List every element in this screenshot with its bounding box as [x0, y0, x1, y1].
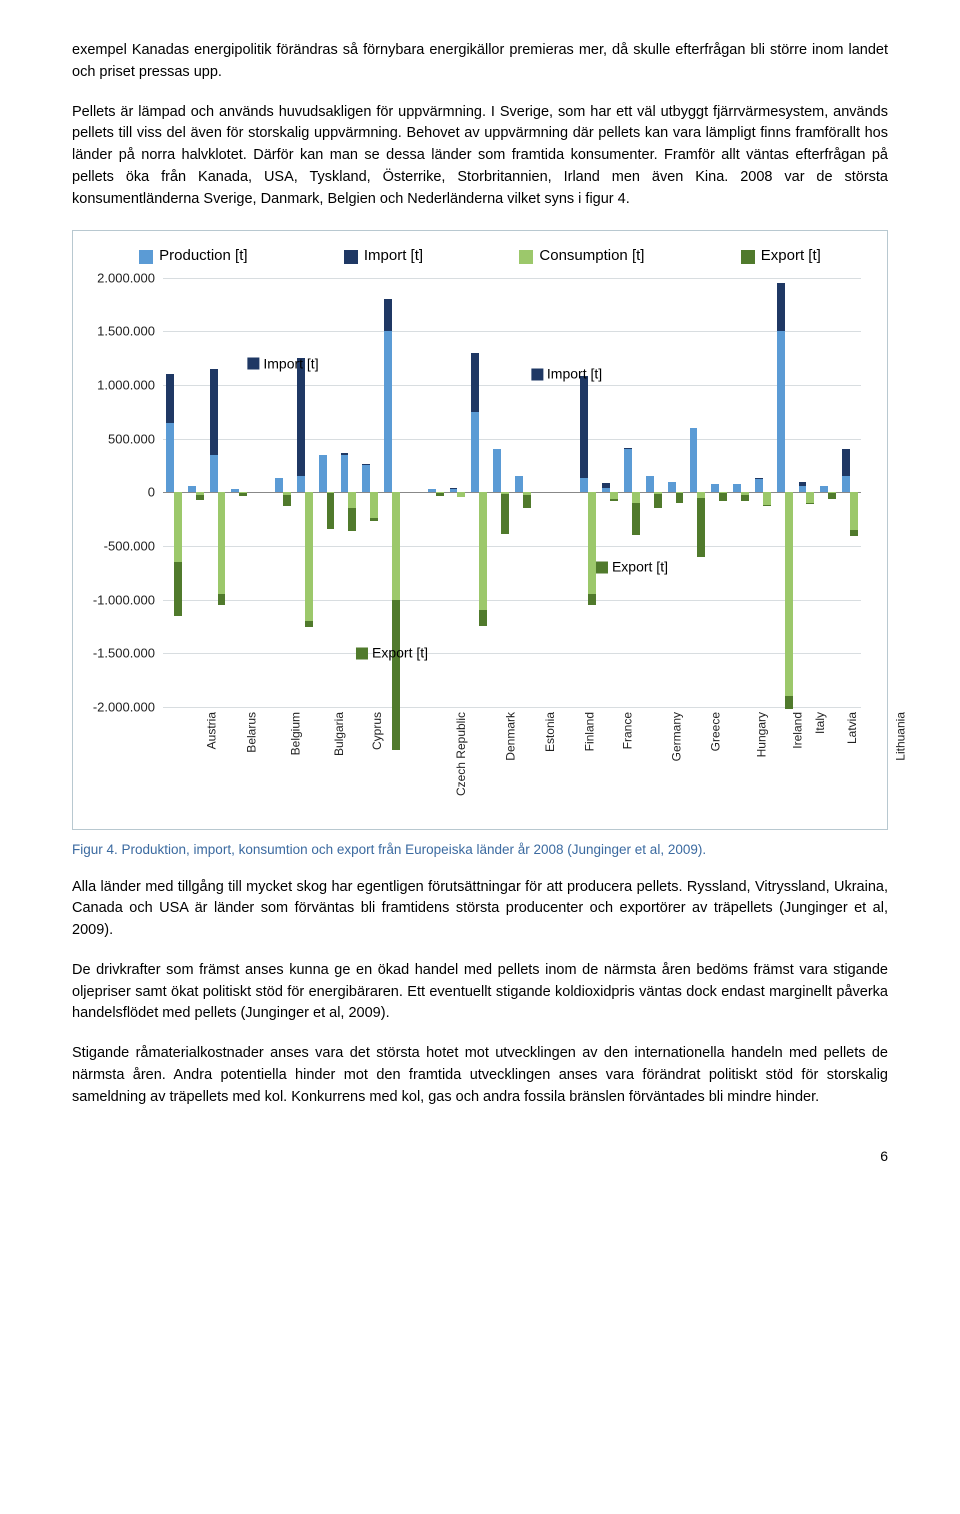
country-col: [447, 278, 469, 707]
country-col: [752, 278, 774, 707]
country-col: [294, 278, 316, 707]
country-col: [665, 278, 687, 707]
y-tick-label: 0: [148, 483, 163, 503]
country-col: [250, 278, 272, 707]
country-col: [730, 278, 752, 707]
chart-annotation: Export [t]: [596, 557, 668, 578]
country-col: [272, 278, 294, 707]
country-col: [599, 278, 621, 707]
legend-item-import: Import [t]: [344, 245, 423, 268]
page-number: 6: [72, 1146, 888, 1167]
paragraph-4: De drivkrafter som främst anses kunna ge…: [72, 960, 888, 1025]
y-tick-label: 1.500.000: [97, 322, 163, 342]
country-col: [490, 278, 512, 707]
y-tick-label: -1.500.000: [93, 643, 163, 663]
paragraph-1: exempel Kanadas energipolitik förändras …: [72, 40, 888, 84]
country-col: [839, 278, 861, 707]
country-col: [577, 278, 599, 707]
country-col: [468, 278, 490, 707]
country-col: [316, 278, 338, 707]
figure-caption: Figur 4. Produktion, import, konsumtion …: [72, 840, 888, 860]
country-col: [817, 278, 839, 707]
chart-plot-area: 2.000.0001.500.0001.000.000500.0000-500.…: [163, 278, 861, 708]
country-col: [774, 278, 796, 707]
pellets-chart: Production [t] Import [t] Consumption [t] E…: [72, 230, 888, 830]
x-tick-label: Luxembourg: [954, 712, 960, 779]
chart-x-axis: AustriaBelarusBelgiumBulgariaCyprusCzech…: [163, 708, 861, 826]
y-tick-label: -1.000.000: [93, 590, 163, 610]
country-col: [207, 278, 229, 707]
chart-annotation: Import [t]: [531, 364, 602, 385]
country-col: [228, 278, 250, 707]
country-col: [708, 278, 730, 707]
country-col: [621, 278, 643, 707]
country-col: [643, 278, 665, 707]
country-col: [512, 278, 534, 707]
chart-legend: Production [t] Import [t] Consumption [t] E…: [91, 245, 869, 278]
country-col: [556, 278, 578, 707]
y-tick-label: -500.000: [104, 536, 163, 556]
paragraph-3: Alla länder med tillgång till mycket sko…: [72, 877, 888, 942]
legend-item-export: Export [t]: [741, 245, 821, 268]
country-col: [534, 278, 556, 707]
chart-annotation: Export [t]: [356, 643, 428, 664]
paragraph-2: Pellets är lämpad och används huvudsakli…: [72, 102, 888, 211]
country-col: [185, 278, 207, 707]
paragraph-5: Stigande råmaterialkostnader anses vara …: [72, 1043, 888, 1108]
legend-item-production: Production [t]: [139, 245, 247, 268]
country-col: [796, 278, 818, 707]
y-tick-label: 500.000: [108, 429, 163, 449]
y-tick-label: 2.000.000: [97, 268, 163, 288]
y-tick-label: 1.000.000: [97, 375, 163, 395]
chart-annotation: Import [t]: [247, 353, 318, 374]
country-col: [687, 278, 709, 707]
legend-item-consumption: Consumption [t]: [519, 245, 644, 268]
y-tick-label: -2.000.000: [93, 697, 163, 717]
country-col: [163, 278, 185, 707]
x-tick-label: Lithuania: [887, 712, 960, 761]
